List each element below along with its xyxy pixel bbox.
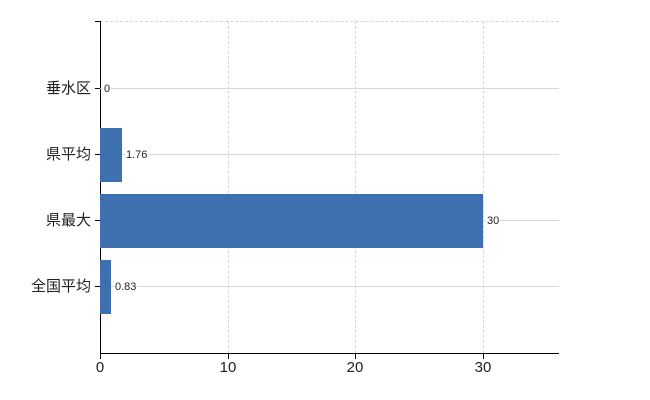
bar-value-label: 0	[103, 82, 112, 96]
y-axis-tick	[95, 286, 100, 287]
horizontal-gridline	[100, 154, 559, 155]
x-axis-label: 0	[95, 359, 105, 376]
y-axis-label: 県平均	[45, 146, 91, 163]
x-axis-tick	[100, 354, 101, 359]
y-axis-label: 県最大	[45, 212, 91, 229]
x-axis-label: 10	[219, 359, 237, 376]
plot-top-border	[100, 21, 559, 22]
x-axis-line	[100, 353, 559, 354]
bar-全国平均[interactable]	[100, 260, 111, 314]
x-axis-tick	[355, 354, 356, 359]
y-axis-line	[100, 21, 101, 353]
horizontal-gridline	[100, 286, 559, 287]
x-axis-tick	[483, 354, 484, 359]
plot-area: 0 1.76 30 0.83	[100, 21, 559, 353]
y-axis-label: 垂水区	[45, 80, 91, 97]
y-axis-top-tick	[95, 21, 100, 22]
x-axis-label: 30	[474, 359, 492, 376]
y-axis-tick	[95, 220, 100, 221]
bar-value-label: 0.83	[114, 280, 138, 294]
y-axis-tick	[95, 154, 100, 155]
y-axis-tick	[95, 88, 100, 89]
vertical-gridline	[355, 21, 356, 353]
y-axis-label: 全国平均	[30, 278, 91, 295]
x-axis-label: 20	[346, 359, 364, 376]
vertical-gridline	[228, 21, 229, 353]
vertical-gridline	[483, 21, 484, 353]
bar-県最大[interactable]	[100, 194, 483, 248]
bar-県平均[interactable]	[100, 128, 122, 182]
x-axis-tick	[228, 354, 229, 359]
bar-value-label: 30	[486, 214, 501, 228]
bar-value-label: 1.76	[125, 148, 149, 162]
horizontal-gridline	[100, 88, 559, 89]
